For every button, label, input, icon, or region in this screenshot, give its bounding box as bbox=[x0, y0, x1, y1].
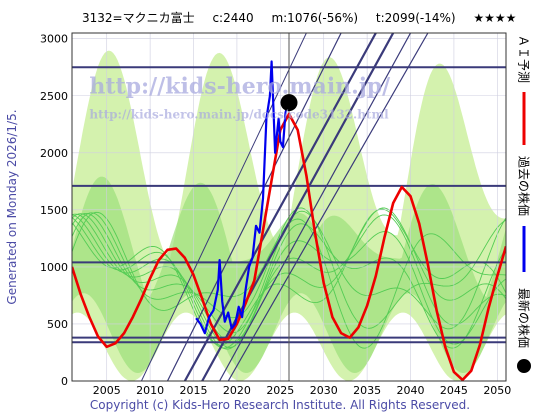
legend-ai-label: ＡＩ予測 bbox=[516, 34, 531, 84]
x-tick-label: 2025 bbox=[266, 384, 294, 397]
x-tick-label: 2040 bbox=[397, 384, 425, 397]
current-price-marker bbox=[280, 94, 298, 112]
rating-stars: ★★★★ bbox=[473, 11, 517, 25]
x-tick-label: 2035 bbox=[353, 384, 381, 397]
y-tick-label: 1000 bbox=[40, 261, 68, 274]
trend-line bbox=[227, 33, 429, 381]
copyright-footer: Copyright (c) Kids-Hero Research Institu… bbox=[89, 398, 471, 412]
y-tick-label: 0 bbox=[61, 375, 68, 388]
legend-latest-swatch bbox=[517, 359, 531, 373]
legend-past: 過去の株価 bbox=[512, 150, 536, 222]
legend-latest-label: 最新の株価 bbox=[516, 287, 531, 349]
legend-past-label: 過去の株価 bbox=[516, 155, 531, 217]
trend-line bbox=[140, 33, 307, 381]
ai-forecast-line bbox=[72, 112, 506, 381]
y-tick-label: 3000 bbox=[40, 33, 68, 46]
trend-line bbox=[183, 33, 377, 381]
trend-line bbox=[166, 33, 342, 381]
code-name: 3132=マクニカ富士 bbox=[82, 11, 195, 25]
min-price: m:1076(-56%) bbox=[271, 11, 359, 25]
trend-line bbox=[219, 33, 412, 381]
watermark-url-main: http://kids-hero.main.jp/ bbox=[89, 73, 391, 99]
x-tick-label: 2020 bbox=[223, 384, 251, 397]
generated-label-wrap: Generated on Monday 2026/1/5. bbox=[2, 33, 22, 381]
legend-latest: 最新の株価 bbox=[512, 282, 536, 354]
y-tick-label: 1500 bbox=[40, 204, 68, 217]
past-price-line bbox=[195, 60, 290, 335]
legend-ai: ＡＩ予測 bbox=[512, 30, 536, 88]
plot-frame bbox=[71, 32, 507, 382]
y-tick-label: 2500 bbox=[40, 90, 68, 103]
target-price: t:2099(-14%) bbox=[375, 11, 456, 25]
x-tick-label: 2005 bbox=[93, 384, 121, 397]
x-tick-label: 2045 bbox=[440, 384, 468, 397]
x-tick-label: 2015 bbox=[180, 384, 208, 397]
header: 3132=マクニカ富士 c:2440 m:1076(-56%) t:2099(-… bbox=[82, 9, 530, 26]
trend-line bbox=[201, 33, 395, 381]
x-tick-label: 2030 bbox=[310, 384, 338, 397]
y-tick-label: 500 bbox=[47, 318, 68, 331]
current-price: c:2440 bbox=[212, 11, 254, 25]
watermark-url-sub: http://kids-hero.main.jp/docs/code3132.h… bbox=[89, 108, 389, 122]
x-tick-label: 2010 bbox=[136, 384, 164, 397]
generated-label: Generated on Monday 2026/1/5. bbox=[5, 109, 19, 305]
plot-area: http://kids-hero.main.jp/http://kids-her… bbox=[72, 33, 506, 381]
y-tick-label: 2000 bbox=[40, 147, 68, 160]
x-tick-label: 2050 bbox=[483, 384, 511, 397]
